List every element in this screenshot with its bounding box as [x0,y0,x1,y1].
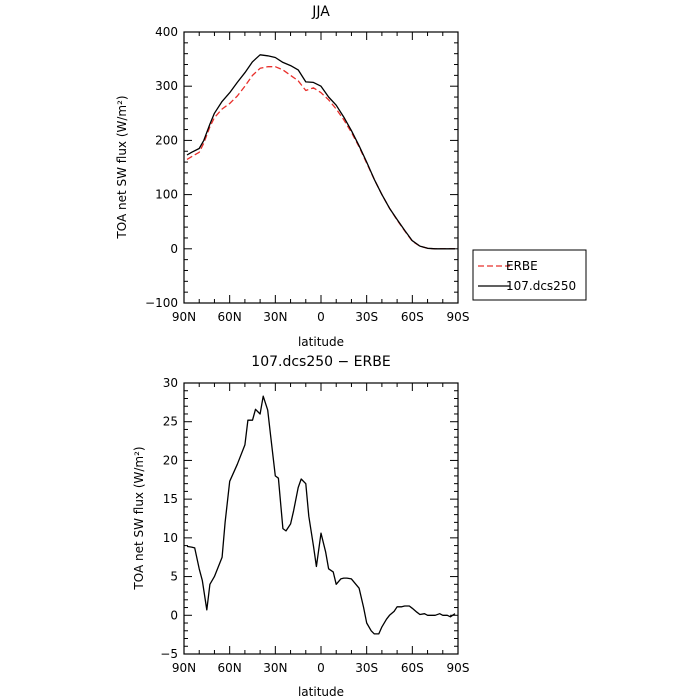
x-tick-label: 60N [218,310,242,324]
y-tick-label: 0 [170,608,178,622]
x-tick-label: 0 [317,661,325,675]
x-tick-label: 30S [355,661,378,675]
x-axis-title: latitude [298,335,344,349]
plot-frame [183,382,459,655]
x-tick-label: 90S [447,661,470,675]
y-tick-label: −100 [145,296,178,310]
series-line-1 [186,395,456,635]
x-axis-title: latitude [298,685,344,699]
y-tick-label: 30 [163,376,178,390]
x-tick-label: 90N [172,661,196,675]
legend-box [472,249,587,301]
x-tick-label: 90S [447,310,470,324]
legend: ERBE 107.dcs250 [472,249,587,301]
x-tick-label: 60S [401,661,424,675]
series-line-2 [186,54,455,250]
y-tick-label: 100 [155,188,178,202]
chart-title: 107.dcs250 − ERBE [251,354,390,370]
y-tick-label: 25 [163,415,178,429]
chart-panel-1: JJA −100 0 100 200 300 400 90N 60N 30N 0 30S 60S 90S l… [115,4,587,349]
x-tick-label: 60S [401,310,424,324]
y-tick-label: 0 [170,242,178,256]
y-tick-label: −5 [160,647,178,661]
legend-label-1: ERBE [506,259,538,273]
y-tick-label: 15 [163,492,178,506]
x-tick-label: 30N [263,661,287,675]
y-tick-label: 300 [155,79,178,93]
y-tick-label: 10 [163,531,178,545]
x-tick-label: 90N [172,310,196,324]
series-line-1 [186,66,455,250]
y-tick-label: 200 [155,133,178,147]
x-tick-label: 30N [263,310,287,324]
y-axis-title: TOA net SW flux (W/m²) [132,446,146,590]
y-tick-label: 20 [163,453,178,467]
x-tick-label: 60N [218,661,242,675]
chart-panel-2: 107.dcs250 − ERBE −5 0 5 10 15 20 25 30 90N 60N 30N… [132,354,469,699]
plot-frame [183,31,459,304]
y-axis-title: TOA net SW flux (W/m²) [115,95,129,239]
y-tick-label: 5 [170,570,178,584]
y-tick-label: 400 [155,25,178,39]
x-tick-label: 0 [317,310,325,324]
x-tick-label: 30S [355,310,378,324]
chart-title: JJA [311,4,330,20]
legend-label-2: 107.dcs250 [506,279,576,293]
